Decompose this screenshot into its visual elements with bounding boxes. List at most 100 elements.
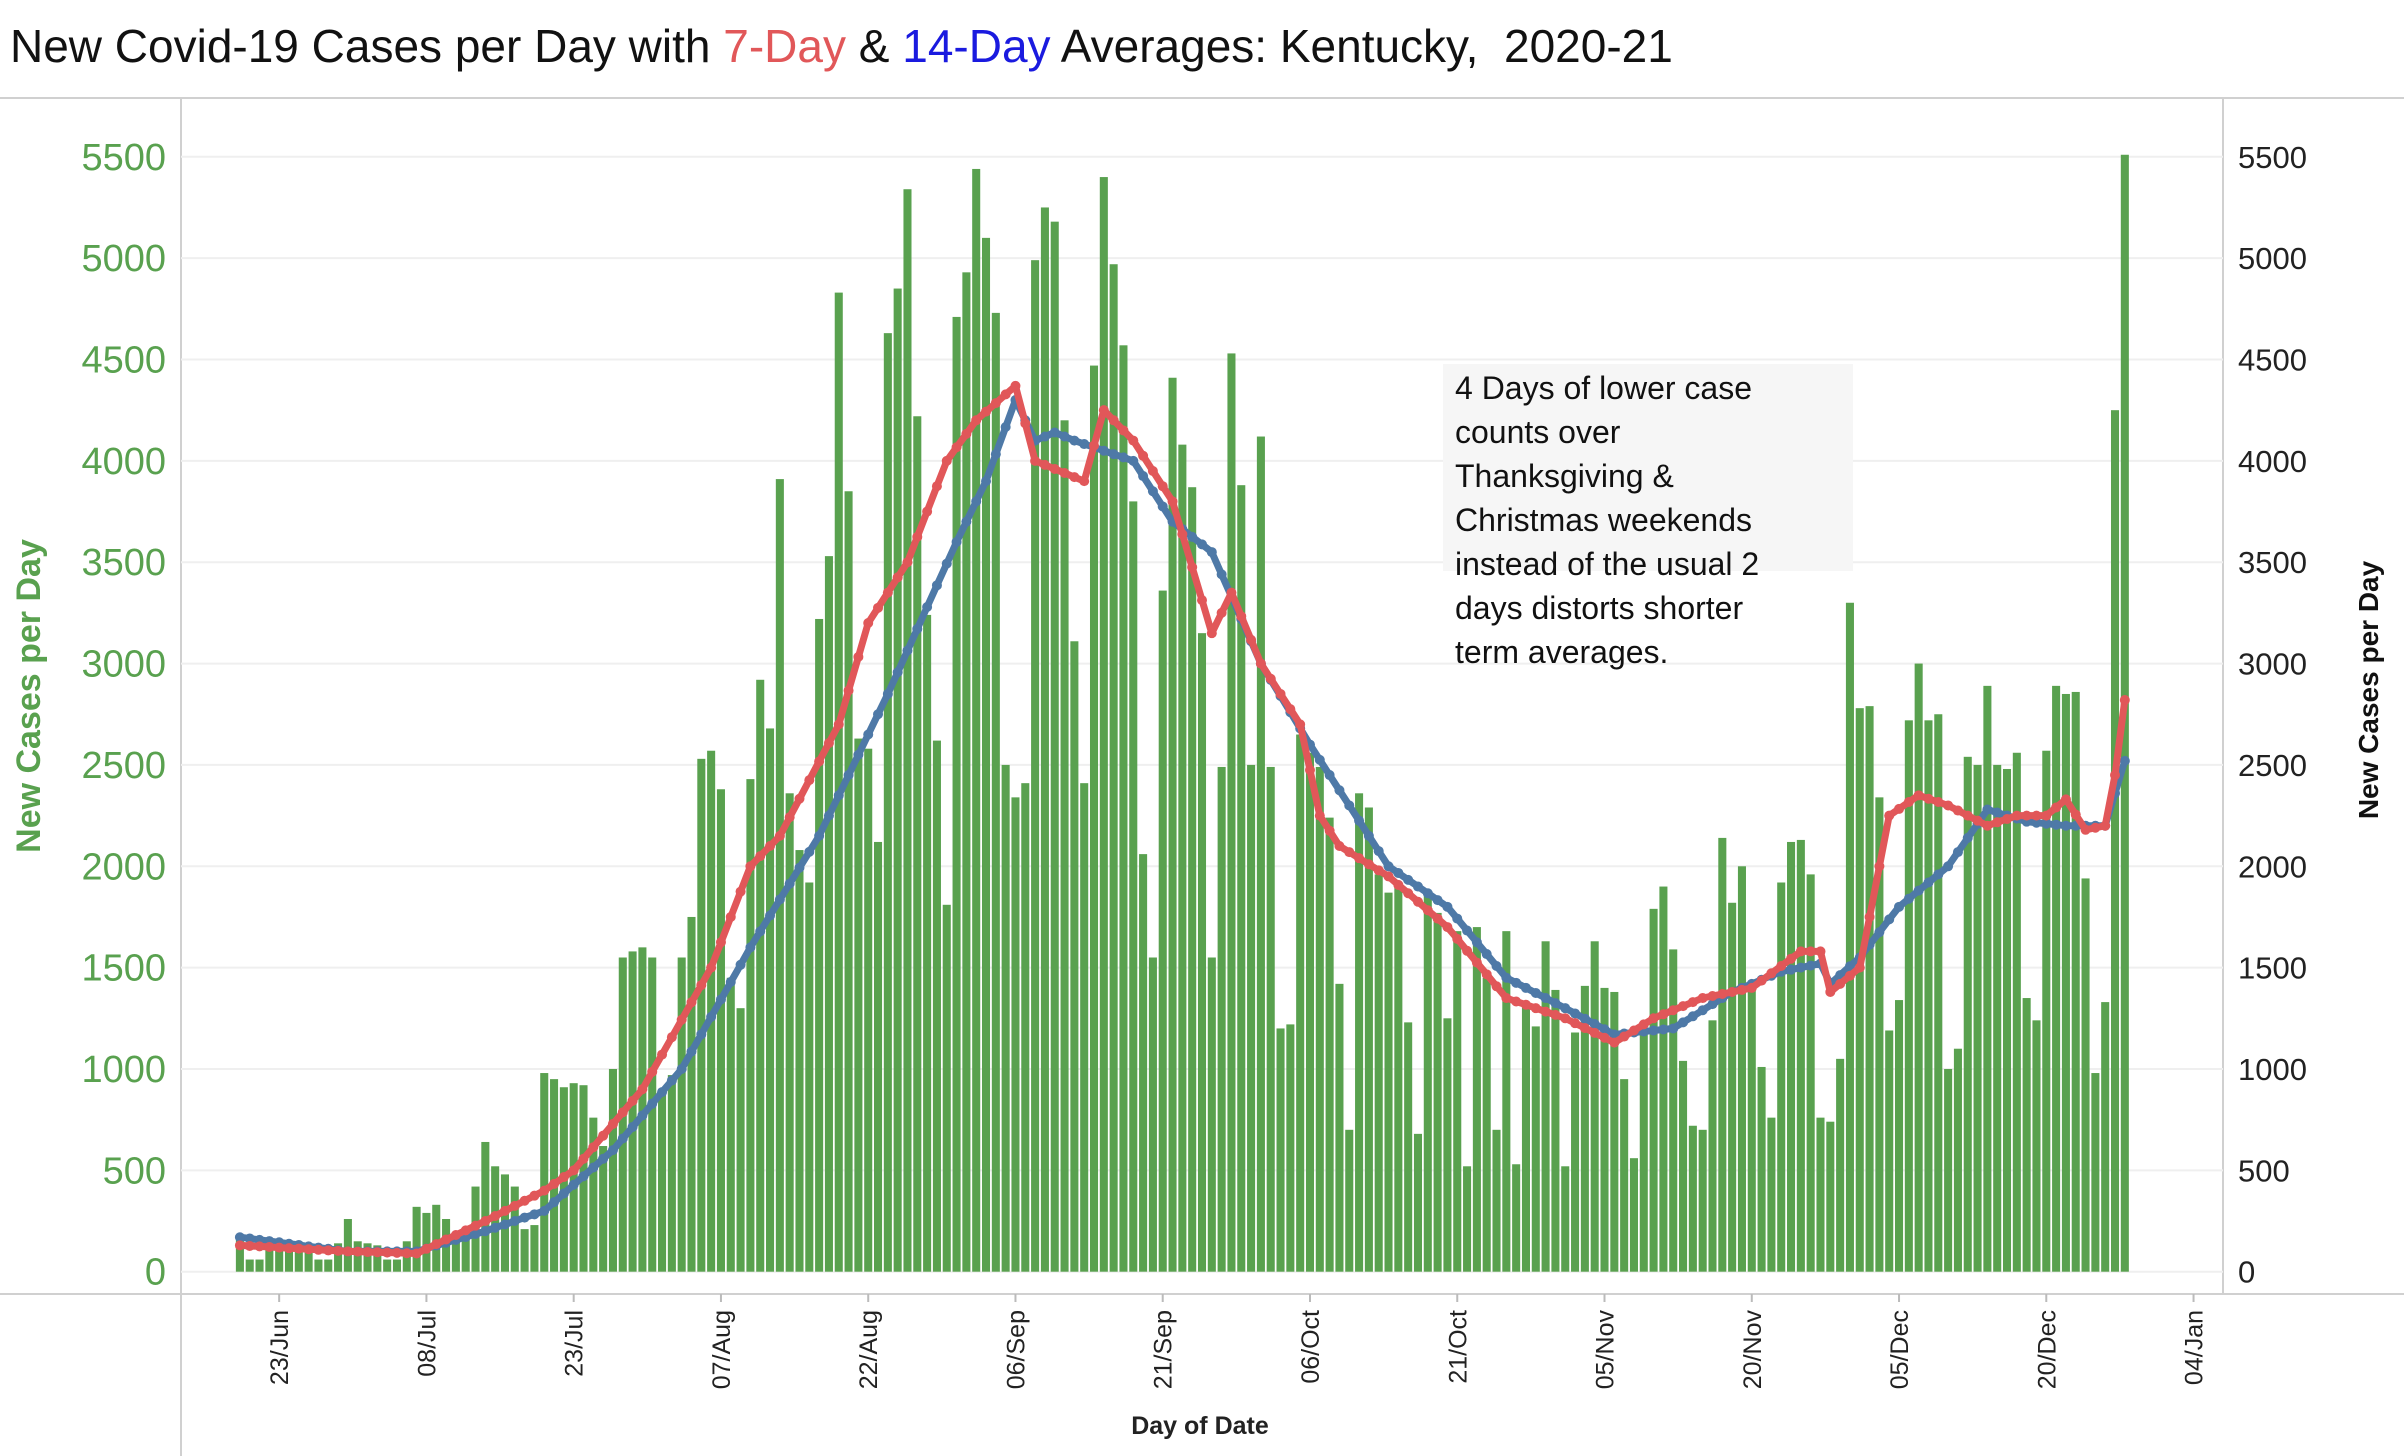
average-point [1992,817,2003,828]
bar [667,1075,676,1272]
average-point [607,1118,618,1129]
average-point [1923,793,1934,804]
average-point [549,1197,560,1208]
average-point [1039,459,1050,470]
average-point [470,1220,481,1231]
average-point [981,406,992,417]
bar [1139,854,1148,1272]
average-point [480,1226,491,1237]
average-point [1795,962,1806,973]
average-point [745,942,756,953]
average-point [2119,755,2130,766]
average-point [1108,415,1119,426]
average-point [1668,1023,1679,1034]
average-point [1344,800,1355,811]
bar [1315,766,1324,1272]
average-point [293,1243,304,1254]
average-point [1795,946,1806,957]
average-point [1805,946,1816,957]
average-point [1894,901,1905,912]
bar [697,758,706,1272]
average-point [1854,962,1865,973]
average-point [2011,810,2022,821]
y-tick-label: 1500 [81,948,166,990]
bar [1158,590,1167,1272]
average-point [1295,719,1306,730]
average-point [362,1247,373,1258]
average-point [1275,688,1286,699]
average-point [1530,1003,1541,1014]
y2-axis-label: New Cases per Day [2353,560,2384,819]
average-point [1089,440,1100,451]
bar [1266,766,1275,1272]
average-point [1962,810,1973,821]
annotation-line: counts over [1455,414,1621,450]
average-point [2051,802,2062,813]
average-point [676,1014,687,1025]
average-point [1314,754,1325,765]
average-point [863,729,874,740]
bar [1070,641,1079,1272]
average-point [1363,859,1374,870]
average-point [1894,803,1905,814]
bar [451,1237,460,1272]
average-point [509,1216,520,1227]
bar [874,841,883,1272]
average-point [961,428,972,439]
average-point [1471,937,1482,948]
average-point [1638,1019,1649,1030]
average-point [765,910,776,921]
bar [1129,501,1138,1272]
average-point [1756,975,1767,986]
bar [687,916,696,1272]
bar [1197,633,1207,1272]
average-point [1903,893,1914,904]
average-point [784,812,795,823]
bar [1600,987,1609,1272]
average-point [1579,1023,1590,1034]
title-14day: 14-Day [902,20,1050,72]
average-point [1874,861,1885,872]
bar [2061,693,2070,1272]
bar [1737,866,1746,1272]
bar [1040,207,1049,1272]
bar [1875,797,1884,1272]
average-point [990,449,1001,460]
average-point [1246,634,1257,645]
annotation-line: instead of the usual 2 [1455,546,1759,582]
average-point [2090,822,2101,833]
average-point [303,1244,314,1255]
average-point [391,1247,402,1258]
average-point [1844,961,1855,972]
average-point [2080,824,2091,835]
average-point [1442,901,1453,912]
average-point [1049,463,1060,474]
bar [1571,1032,1580,1272]
bar [923,614,932,1272]
average-point [1403,874,1414,885]
average-point [666,1032,677,1043]
y2-tick-label: 0 [2238,1255,2255,1290]
average-point [794,862,805,873]
bar [972,168,981,1272]
average-point [1412,896,1423,907]
average-point [2060,794,2071,805]
average-point [1147,486,1158,497]
average-point [244,1240,255,1251]
bar [2052,685,2061,1272]
average-point [1982,820,1993,831]
bar [1080,783,1089,1272]
average-point [549,1178,560,1189]
average-point [1236,611,1247,622]
average-point [1412,881,1423,892]
bar [1463,1166,1472,1272]
average-point [1805,960,1816,971]
average-point [1206,628,1217,639]
bar [903,189,912,1272]
average-point [1157,481,1168,492]
bar [510,1186,519,1272]
bar [1728,902,1737,1272]
average-point [607,1145,618,1156]
average-point [401,1248,412,1259]
average-point [686,997,697,1008]
